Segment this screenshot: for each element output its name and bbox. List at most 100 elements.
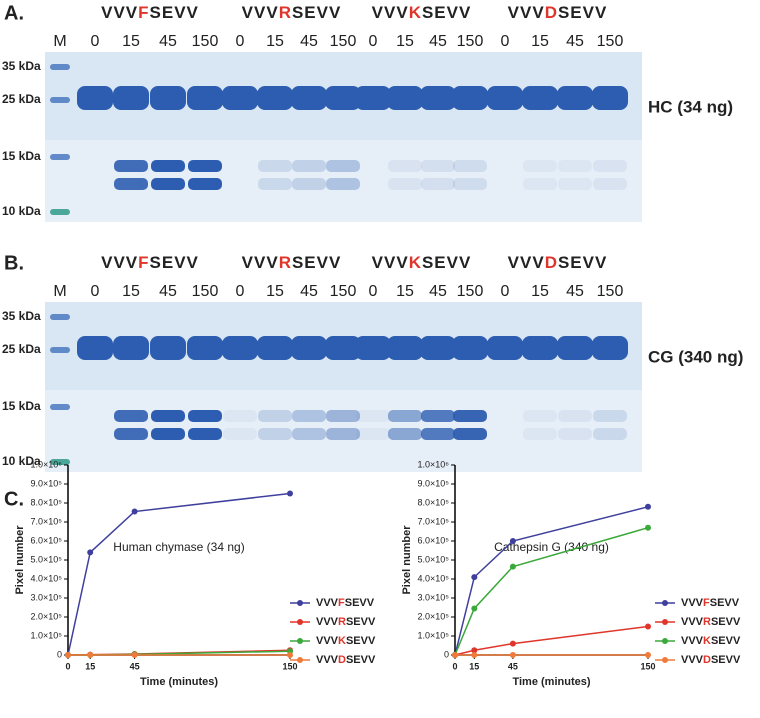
cleavage-band	[188, 178, 222, 190]
cleavage-band	[151, 410, 185, 422]
main-band	[355, 336, 391, 360]
time-label: 15	[396, 33, 414, 50]
cleavage-band	[188, 410, 222, 422]
mw-label: 25 kDa	[2, 342, 41, 356]
legend-marker	[297, 657, 303, 663]
cleavage-band	[558, 428, 592, 440]
main-band	[452, 336, 488, 360]
data-point	[131, 508, 138, 515]
data-point	[471, 652, 478, 658]
cleavage-band	[421, 160, 455, 172]
panel-label: C.	[4, 488, 24, 510]
peptide-label: VVVRSEVV	[242, 3, 342, 22]
cleavage-band	[258, 160, 292, 172]
main-band	[387, 336, 423, 360]
main-band	[77, 86, 113, 110]
time-label: 15	[122, 33, 140, 50]
main-band	[222, 336, 258, 360]
cleavage-band	[223, 410, 257, 422]
cleavage-band	[523, 160, 557, 172]
data-point	[65, 652, 71, 658]
cleavage-band	[558, 410, 592, 422]
marker-label: M	[53, 33, 66, 50]
time-label: 45	[300, 33, 318, 50]
main-band	[222, 86, 258, 110]
cleavage-band	[523, 178, 557, 190]
marker-label: M	[53, 283, 66, 300]
data-point	[509, 538, 516, 544]
cleavage-band	[292, 178, 326, 190]
cleavage-band	[356, 428, 390, 440]
cleavage-band	[326, 160, 360, 172]
data-point	[509, 563, 516, 570]
data-point	[87, 652, 94, 658]
x-tick-label: 0	[65, 661, 70, 671]
main-band	[592, 86, 628, 110]
cleavage-band	[356, 410, 390, 422]
data-point	[509, 640, 516, 647]
time-label: 15	[122, 283, 140, 300]
main-band	[487, 336, 523, 360]
main-band	[522, 336, 558, 360]
cleavage-band	[258, 410, 292, 422]
y-tick-label: 4.0×10⁵	[417, 573, 449, 583]
main-band	[150, 86, 186, 110]
y-tick-label: 6.0×10⁵	[417, 535, 449, 545]
main-band	[187, 336, 223, 360]
legend-marker	[662, 600, 668, 606]
time-label: 15	[531, 33, 549, 50]
main-band	[557, 86, 593, 110]
cleavage-band	[421, 410, 455, 422]
legend-label: VVVRSEVV	[316, 616, 376, 628]
mw-label: 15 kDa	[2, 149, 41, 163]
data-point	[471, 647, 478, 654]
cleavage-band	[453, 410, 487, 422]
legend-label: VVVDSEVV	[681, 654, 741, 666]
mw-label: 35 kDa	[2, 59, 41, 73]
cleavage-band	[593, 160, 627, 172]
cleavage-band	[421, 428, 455, 440]
cleavage-band	[151, 160, 185, 172]
cleavage-band	[593, 178, 627, 190]
y-tick-label: 1.0×10⁵	[417, 630, 449, 640]
marker-band	[50, 64, 70, 70]
cleavage-band	[388, 410, 422, 422]
y-tick-label: 0	[57, 649, 62, 659]
time-label: 0	[91, 33, 100, 50]
legend-marker	[297, 619, 303, 625]
y-tick-label: 8.0×10⁵	[30, 497, 62, 507]
marker-band	[50, 459, 70, 465]
marker-band	[50, 347, 70, 353]
time-label: 150	[192, 283, 219, 300]
x-axis-label: Time (minutes)	[140, 676, 218, 688]
y-tick-label: 7.0×10⁵	[30, 516, 62, 526]
mw-label: 25 kDa	[2, 92, 41, 106]
y-tick-label: 8.0×10⁵	[417, 497, 449, 507]
time-label: 150	[457, 283, 484, 300]
marker-band	[50, 154, 70, 160]
series-line	[67, 492, 291, 656]
y-tick-label: 5.0×10⁵	[417, 554, 449, 564]
marker-band	[50, 314, 70, 320]
main-band	[325, 336, 361, 360]
series-line	[454, 625, 649, 656]
main-band	[113, 86, 149, 110]
data-point	[131, 652, 138, 658]
main-band	[257, 86, 293, 110]
y-tick-label: 6.0×10⁵	[30, 535, 62, 545]
panel-label: A.	[4, 2, 24, 24]
main-band	[387, 86, 423, 110]
time-label: 15	[531, 283, 549, 300]
series-line	[454, 526, 649, 656]
data-point	[87, 549, 94, 556]
legend-marker	[297, 638, 303, 644]
y-axis-label: Pixel number	[14, 525, 26, 595]
cleavage-band	[453, 160, 487, 172]
cleavage-band	[114, 428, 148, 440]
legend-label: VVVFSEVV	[316, 597, 375, 609]
cleavage-band	[388, 428, 422, 440]
main-band	[113, 336, 149, 360]
main-band	[420, 336, 456, 360]
peptide-label: VVVFSEVV	[101, 253, 199, 272]
main-band	[452, 86, 488, 110]
